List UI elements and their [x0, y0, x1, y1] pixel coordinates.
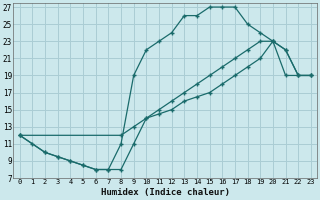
X-axis label: Humidex (Indice chaleur): Humidex (Indice chaleur): [101, 188, 230, 197]
